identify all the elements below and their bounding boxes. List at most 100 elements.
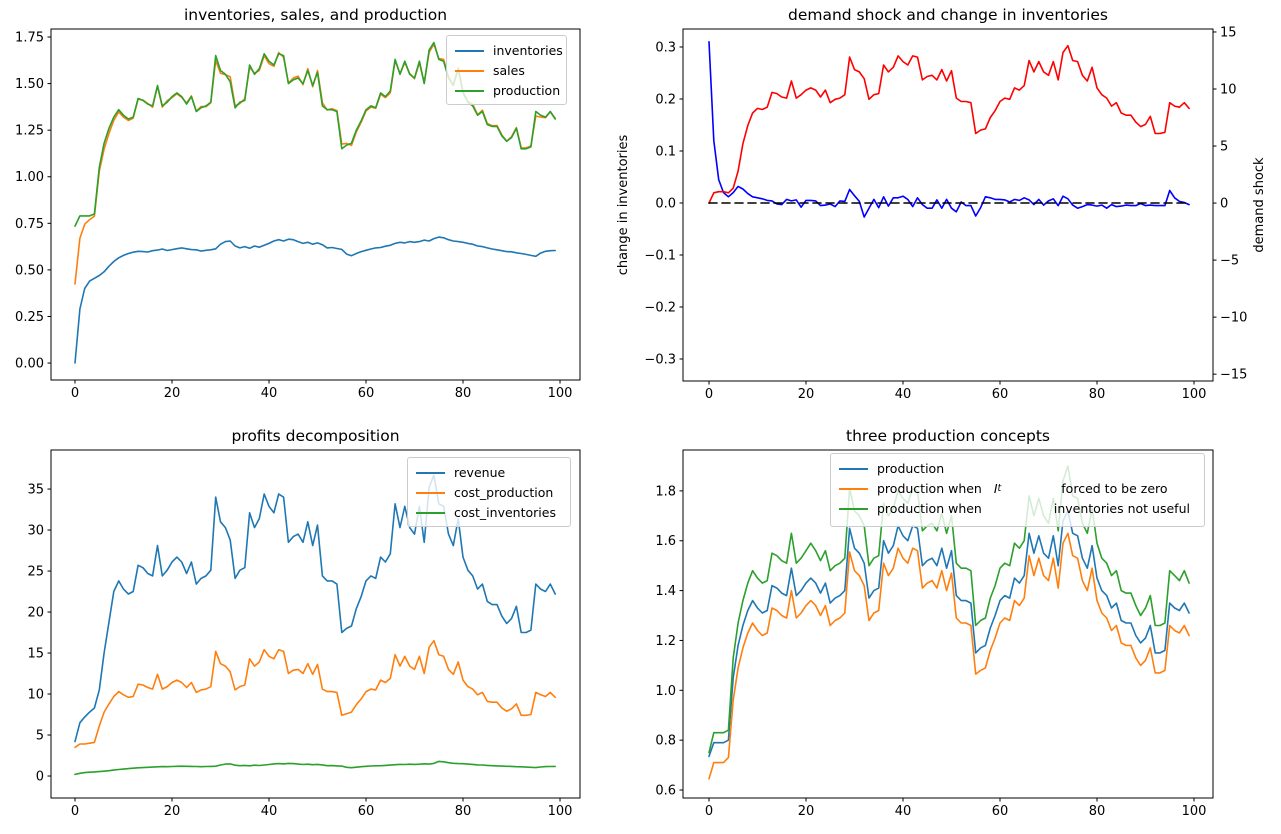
legend-line-production: [455, 90, 484, 92]
y-tick-label: 15: [27, 647, 44, 662]
legend-label-post: inventories not useful: [1053, 500, 1190, 516]
y-tick-label: 20: [27, 606, 44, 621]
y-tick-label: 10: [27, 688, 44, 703]
y-tick-label: 1.4: [655, 584, 676, 599]
y-tick-label: 30: [27, 524, 44, 539]
y-tick-label: 1.6: [655, 534, 676, 549]
y-tick-label: 25: [27, 565, 44, 580]
x-tick-label: 60: [992, 804, 1009, 819]
chart-title-demand-shock: demand shock and change in inventories: [788, 6, 1108, 24]
x-tick-label: 100: [548, 804, 573, 819]
legend-item-production: production: [455, 81, 561, 101]
y-tick-label: 0.6: [655, 784, 676, 799]
x-tick-label: 20: [164, 386, 181, 401]
legend-label-production-actual: production: [877, 460, 945, 476]
legend-line-production-no-inventories: [839, 488, 868, 490]
y-tick-label: 0.25: [15, 310, 44, 325]
y-tick-label: 0.8: [655, 734, 676, 749]
y-tick-label: 1.25: [15, 124, 44, 139]
subplot-top-right: 0 20 40 60 80 1000.30.20.10.0−0.1−0.2−0.31510…: [644, 25, 1247, 402]
y-tick-label: −0.3: [644, 353, 676, 368]
legend-label-pre: production when: [877, 480, 982, 496]
series-inventories: [74, 236, 557, 364]
x-tick-label: 60: [992, 387, 1009, 402]
axes-frame: [50, 449, 581, 799]
x-tick-label: 20: [798, 804, 815, 819]
legend-item-cost-production: cost_production: [416, 483, 562, 503]
y-tick-label: 5: [36, 729, 44, 744]
subplot-bottom-left: 0 20 40 60 80 100 0 5 10 15 20 25 30 35: [27, 449, 581, 819]
x-tick-label: 60: [358, 804, 375, 819]
x-tick-label: 100: [1182, 804, 1207, 819]
y-tick-label: 0.75: [15, 217, 44, 232]
x-tick-label: 40: [895, 387, 912, 402]
y-tick-label-right: −5: [1220, 254, 1239, 269]
y-axis-label-change-in-inventories: change in inventories: [616, 135, 631, 276]
x-tick-label: 80: [1089, 387, 1106, 402]
legend-label-inventories: inventories: [493, 42, 563, 58]
legend-item-inventories: inventories: [455, 41, 563, 61]
x-tick-label: 80: [455, 386, 472, 401]
math-variable-I: I: [993, 480, 998, 496]
legend-bottom-left: revenue cost_production cost_inventories: [407, 457, 571, 527]
legend-item-revenue: revenue: [416, 463, 562, 483]
y-tick-label: 1.0: [655, 684, 676, 699]
x-tick-label: 60: [358, 386, 375, 401]
x-tick-label: 80: [455, 804, 472, 819]
series-revenue: [74, 474, 557, 743]
legend-item-production-actual: production: [839, 459, 1196, 479]
chart-title-profits-decomposition: profits decomposition: [231, 427, 399, 445]
y-tick-label: 0.2: [655, 92, 676, 107]
y-tick-label-right: 5: [1220, 140, 1228, 155]
axes-frame: [682, 449, 1214, 799]
legend-label-spacer: [982, 509, 1054, 510]
legend-label-sales: sales: [493, 62, 525, 78]
y-tick-label: 1.8: [655, 484, 676, 499]
legend-line-cost-inventories: [416, 512, 445, 514]
legend-line-production-inventories-not-useful: [839, 508, 868, 510]
x-tick-label: 100: [1182, 387, 1207, 402]
y-tick-label: 0: [36, 770, 44, 785]
y-axis-label-demand-shock: demand shock: [1252, 157, 1267, 253]
y-tick-label: −0.1: [644, 248, 676, 263]
y-tick-label: 0.0: [655, 196, 676, 211]
y-tick-label: 0.00: [15, 357, 44, 372]
x-tick-label: 100: [548, 386, 573, 401]
x-tick-label: 80: [1089, 804, 1106, 819]
legend-line-inventories: [455, 50, 484, 52]
y-tick-label: 35: [27, 483, 44, 498]
y-tick-label-right: −15: [1220, 368, 1247, 383]
legend-line-cost-production: [416, 492, 445, 494]
x-tick-label: 0: [71, 804, 79, 819]
axes-frame: [682, 28, 1214, 382]
y-tick-label: 0.50: [15, 263, 44, 278]
y-tick-label-right: 15: [1220, 25, 1237, 40]
x-tick-label: 40: [261, 804, 278, 819]
y-tick-label: 1.50: [15, 77, 44, 92]
x-tick-label: 20: [798, 387, 815, 402]
series-change-in-inventories: [708, 40, 1190, 218]
x-tick-label: 20: [164, 804, 181, 819]
axes-frame: [50, 28, 581, 381]
x-tick-label: 40: [261, 386, 278, 401]
series-production-when-i-t-forced-to-be-zero: [708, 532, 1190, 780]
legend-label-production: production: [493, 82, 561, 98]
chart-title-inventories-sales-production: inventories, sales, and production: [184, 6, 447, 24]
y-tick-label: −0.2: [644, 301, 676, 316]
legend-item-cost-inventories: cost_inventories: [416, 503, 562, 523]
y-tick-label: 1.00: [15, 170, 44, 185]
series-production: [708, 509, 1190, 758]
legend-item-production-inventories-not-useful: production when inventories not useful: [839, 499, 1196, 519]
y-tick-label-right: 10: [1220, 82, 1237, 97]
series-cost-inventories: [74, 760, 557, 776]
chart-title-three-production-concepts: three production concepts: [846, 427, 1050, 445]
legend-item-sales: sales: [455, 61, 558, 81]
series-demand-shock: [708, 44, 1190, 204]
y-tick-label: 1.2: [655, 634, 676, 649]
legend-line-production-actual: [839, 468, 868, 470]
y-tick-label: 1.75: [15, 31, 44, 46]
